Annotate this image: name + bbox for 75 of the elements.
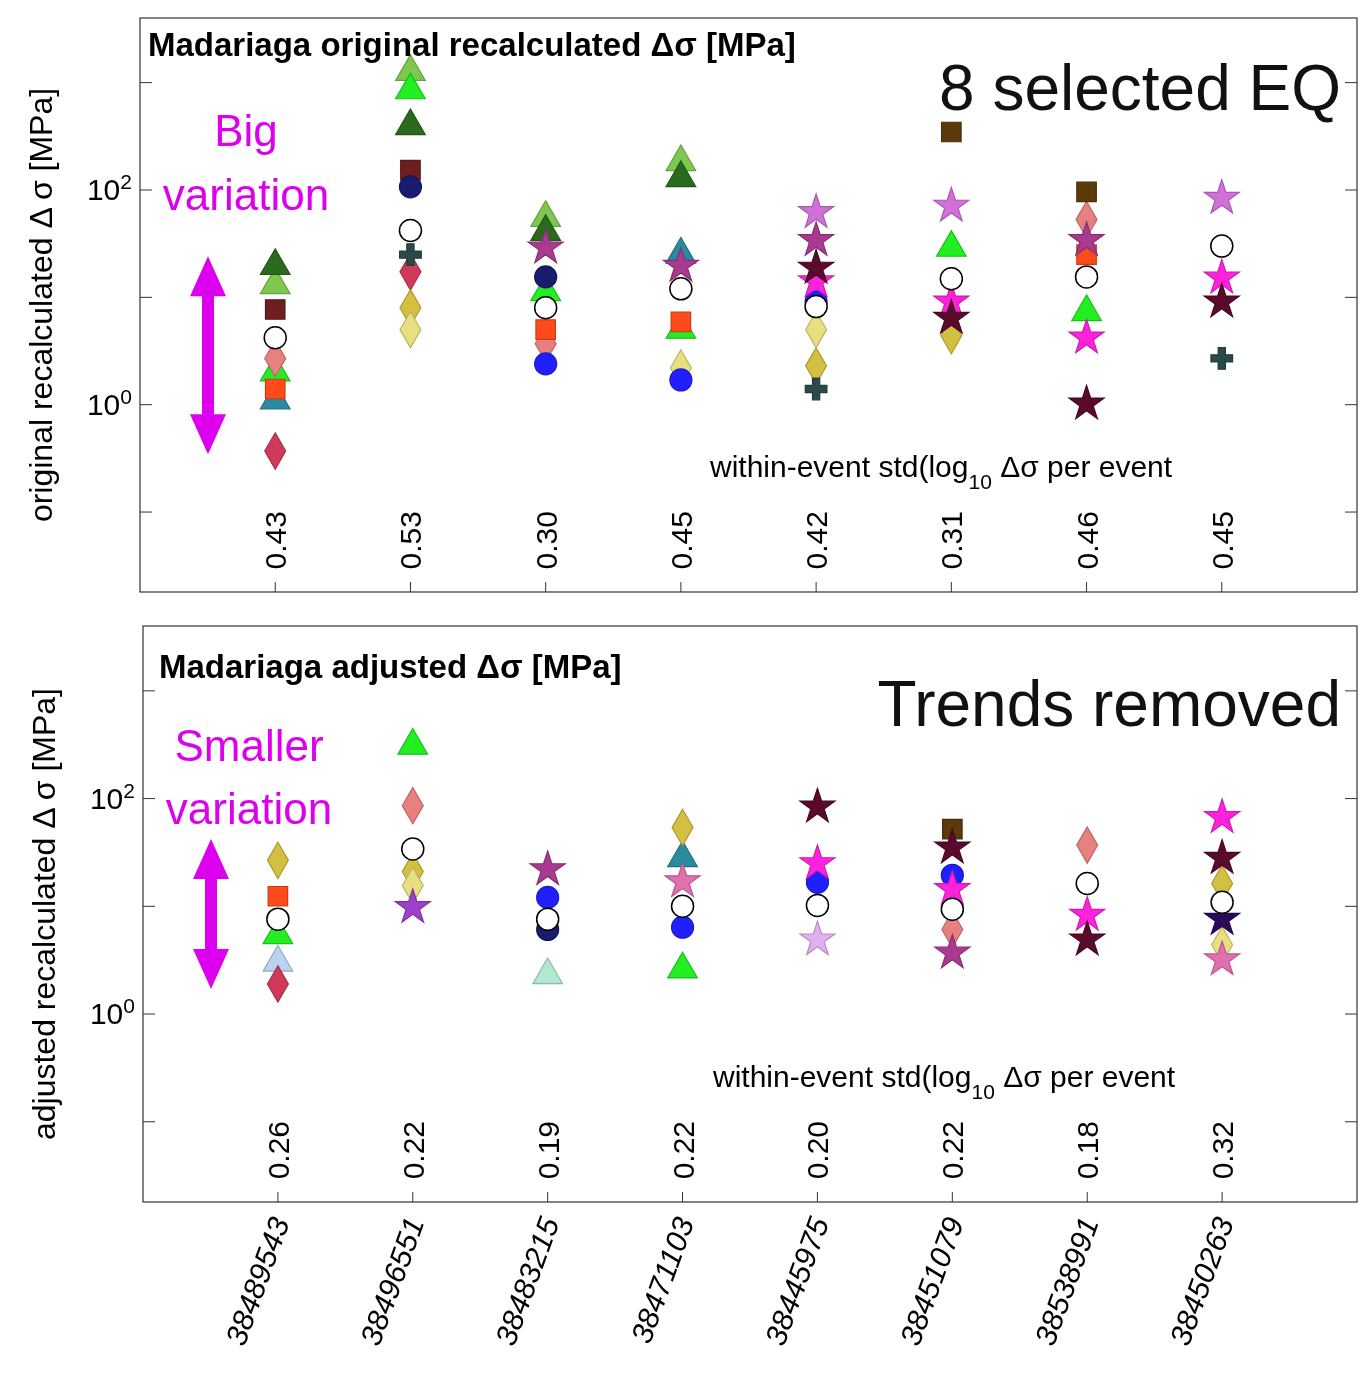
point [535, 319, 557, 341]
point [1210, 346, 1234, 370]
y-tick-label: 10$^{2}$ [89, 778, 135, 815]
annotation: 0.32 [1206, 1120, 1240, 1180]
annotation: Smaller variation [165, 721, 333, 833]
point [804, 294, 828, 319]
annotation: 0.20 [801, 1120, 835, 1180]
chart-title: Madariaga original recalculated Δσ [MPa] [148, 26, 796, 63]
point [264, 378, 286, 400]
annotation: 0.45 [664, 511, 698, 570]
point [1069, 896, 1106, 931]
point [1204, 940, 1241, 976]
annotation: within-event std(log$_{10}$ Δσ per event [712, 1059, 1176, 1103]
point [535, 907, 560, 931]
annotation: 0.46 [1070, 511, 1104, 570]
point [799, 844, 836, 879]
y-axis-title: original recalculated Δ σ [MPa] [23, 87, 59, 523]
point [534, 265, 558, 289]
y-tick-label: 10$^{2}$ [86, 169, 132, 206]
y-tick-label: 10$^{0}$ [86, 384, 132, 421]
point [264, 299, 286, 320]
point [933, 299, 970, 334]
point [534, 352, 558, 376]
point [1068, 221, 1105, 256]
point [527, 228, 564, 264]
annotation: 0.26 [261, 1120, 295, 1180]
point [934, 828, 971, 864]
point [804, 377, 828, 401]
point [1203, 179, 1240, 214]
annotation: 0.19 [531, 1120, 565, 1180]
point [798, 221, 835, 256]
point [1068, 318, 1105, 354]
point [1204, 798, 1241, 833]
annotation: 0.18 [1071, 1120, 1105, 1180]
point [529, 850, 566, 885]
point [669, 368, 693, 392]
annotation: 0.31 [935, 511, 969, 570]
point [934, 870, 971, 905]
point [934, 933, 971, 969]
annotation: 0.22 [936, 1120, 970, 1180]
point [394, 888, 431, 923]
annotation: Big variation [162, 106, 330, 219]
point [798, 248, 835, 284]
point [1204, 839, 1241, 874]
y-axis-title: adjusted recalculated Δ σ [MPa] [26, 687, 62, 1141]
annotation: 0.53 [394, 511, 428, 570]
point [799, 920, 836, 956]
point [395, 108, 426, 136]
point [395, 72, 426, 100]
annotation: 0.30 [529, 511, 563, 570]
point [1203, 282, 1240, 318]
point [267, 885, 289, 907]
point [1203, 258, 1240, 294]
annotation: within-event std(log$_{10}$ Δσ per event [709, 450, 1173, 493]
y-tick-label: 10$^{0}$ [89, 993, 135, 1031]
point [536, 885, 560, 909]
annotation: 0.22 [396, 1120, 430, 1180]
point [662, 246, 699, 282]
point [933, 186, 970, 222]
point [266, 907, 290, 931]
annotation: 0.43 [259, 511, 293, 570]
annotation: 0.45 [1205, 511, 1239, 570]
point [670, 915, 695, 939]
point [1210, 890, 1234, 915]
text: Madariaga adjusted Δσ [MPa] [159, 648, 622, 685]
annotation: Trends removed [877, 668, 1341, 740]
point [664, 862, 701, 897]
point [665, 160, 697, 188]
annotation: 0.42 [800, 511, 834, 570]
point [1069, 920, 1106, 956]
point [399, 243, 422, 267]
annotation: 0.22 [666, 1120, 700, 1180]
annotation: 8 selected EQ [939, 52, 1341, 124]
point [798, 193, 835, 228]
point [799, 787, 836, 823]
